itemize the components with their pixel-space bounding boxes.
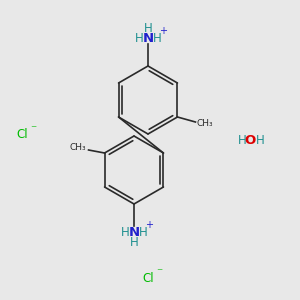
Text: H: H	[135, 32, 143, 44]
Text: CH₃: CH₃	[70, 143, 87, 152]
Text: N: N	[142, 32, 154, 44]
Text: O: O	[244, 134, 256, 146]
Text: ⁻: ⁻	[30, 124, 36, 136]
Text: Cl: Cl	[142, 272, 154, 284]
Text: H: H	[256, 134, 264, 146]
Text: H: H	[238, 134, 246, 146]
Text: +: +	[159, 26, 167, 36]
Text: H: H	[121, 226, 129, 238]
Text: +: +	[145, 220, 153, 230]
Text: Cl: Cl	[16, 128, 28, 142]
Text: H: H	[153, 32, 161, 44]
Text: H: H	[139, 226, 147, 238]
Text: CH₃: CH₃	[196, 119, 213, 128]
Text: H: H	[144, 22, 152, 34]
Text: N: N	[128, 226, 140, 238]
Text: ⁻: ⁻	[156, 266, 162, 280]
Text: H: H	[130, 236, 138, 248]
